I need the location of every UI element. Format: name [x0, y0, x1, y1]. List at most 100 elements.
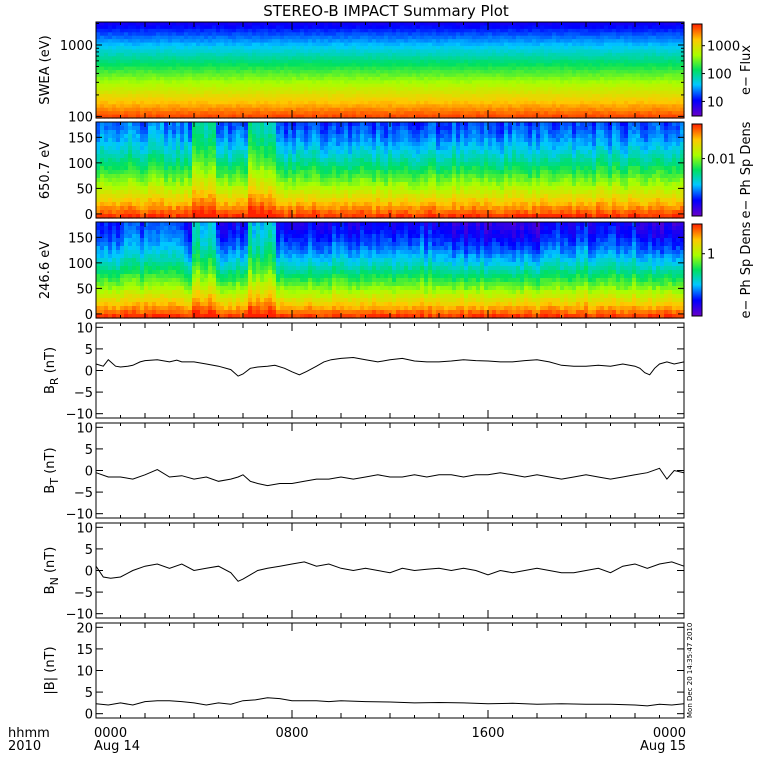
spectrogram-cell	[416, 70, 421, 75]
spectrogram-cell	[152, 146, 157, 151]
spectrogram-cell	[268, 97, 273, 102]
spectrogram-cell	[396, 87, 401, 92]
spectrogram-cell	[220, 114, 225, 119]
spectrogram-cell	[612, 42, 617, 47]
spectrogram-cell	[192, 158, 197, 163]
spectrogram-cell	[192, 25, 197, 30]
spectrogram-cell	[580, 100, 585, 105]
spectrogram-cell	[372, 59, 377, 64]
spectrogram-cell	[376, 83, 381, 88]
spectrogram-cell	[348, 28, 353, 33]
spectrogram-cell	[224, 134, 229, 139]
spectrogram-cell	[548, 56, 553, 61]
spectrogram-cell	[632, 66, 637, 71]
spectrogram-cell	[680, 59, 685, 64]
spectrogram-cell	[548, 28, 553, 33]
spectrogram-cell	[200, 32, 205, 37]
spectrogram-cell	[148, 28, 153, 33]
spectrogram-cell	[176, 56, 181, 61]
spectrogram-cell	[464, 107, 469, 112]
spectrogram-cell	[232, 90, 237, 95]
spectrogram-cell	[304, 39, 309, 44]
spectrogram-cell	[372, 70, 377, 75]
spectrogram-cell	[388, 59, 393, 64]
spectrogram-cell	[232, 87, 237, 92]
spectrogram-cell	[416, 87, 421, 92]
spectrogram-cell	[140, 52, 145, 57]
spectrogram-cell	[448, 52, 453, 57]
spectrogram-cell	[104, 170, 109, 175]
spectrogram-cell	[512, 66, 517, 71]
spectrogram-cell	[232, 202, 237, 207]
spectrogram-cell	[268, 46, 273, 51]
spectrogram-cell	[476, 111, 481, 116]
spectrogram-cell	[140, 100, 145, 105]
spectrogram-cell	[356, 52, 361, 57]
spectrogram-cell	[360, 83, 365, 88]
spectrogram-cell	[236, 80, 241, 85]
spectrogram-cell	[132, 32, 137, 37]
spectrogram-cell	[544, 32, 549, 37]
spectrogram-cell	[212, 97, 217, 102]
spectrogram-cell	[536, 87, 541, 92]
spectrogram-cell	[620, 87, 625, 92]
spectrogram-cell	[156, 206, 161, 211]
spectrogram-cell	[580, 97, 585, 102]
spectrogram-cell	[460, 52, 465, 57]
spectrogram-cell	[344, 32, 349, 37]
spectrogram-cell	[212, 107, 217, 112]
spectrogram-cell	[148, 122, 153, 127]
spectrogram-cell	[460, 25, 465, 30]
spectrogram-cell	[536, 80, 541, 85]
spectrogram-cell	[252, 83, 257, 88]
spectrogram-cell	[348, 56, 353, 61]
spectrogram-cell	[628, 114, 633, 119]
spectrogram-cell	[288, 70, 293, 75]
spectrogram-cell	[488, 28, 493, 33]
spectrogram-cell	[292, 87, 297, 92]
spectrogram-cell	[180, 25, 185, 30]
spectrogram-cell	[468, 42, 473, 47]
spectrogram-cell	[640, 83, 645, 88]
spectrogram-cell	[392, 104, 397, 109]
spectrogram-cell	[216, 206, 221, 211]
spectrogram-cell	[296, 100, 301, 105]
spectrogram-cell	[448, 83, 453, 88]
spectrogram-cell	[588, 66, 593, 71]
spectrogram-cell	[408, 28, 413, 33]
spectrogram-cell	[276, 73, 281, 78]
spectrogram-cell	[236, 22, 241, 27]
spectrogram-cell	[344, 70, 349, 75]
spectrogram-cell	[204, 138, 209, 143]
spectrogram-cell	[128, 182, 133, 187]
spectrogram-cell	[664, 114, 669, 119]
spectrogram-cell	[260, 107, 265, 112]
spectrogram-cell	[220, 190, 225, 195]
spectrogram-cell	[296, 46, 301, 51]
spectrogram-cell	[196, 76, 201, 81]
spectrogram-cell	[212, 186, 217, 191]
spectrogram-cell	[208, 94, 213, 99]
spectrogram-cell	[140, 146, 145, 151]
spectrogram-cell	[624, 42, 629, 47]
spectrogram-cell	[304, 114, 309, 119]
spectrogram-cell	[100, 170, 105, 175]
spectrogram-cell	[272, 107, 277, 112]
spectrogram-cell	[152, 206, 157, 211]
spectrogram-cell	[160, 154, 165, 159]
spectrogram-cell	[288, 42, 293, 47]
spectrogram-cell	[228, 206, 233, 211]
spectrogram-cell	[156, 73, 161, 78]
spectrogram-cell	[316, 63, 321, 68]
spectrogram-cell	[352, 76, 357, 81]
spectrogram-cell	[124, 90, 129, 95]
spectrogram-cell	[124, 111, 129, 116]
spectrogram-cell	[564, 97, 569, 102]
spectrogram-cell	[240, 22, 245, 27]
spectrogram-cell	[424, 114, 429, 119]
spectrogram-cell	[160, 198, 165, 203]
spectrogram-cell	[484, 94, 489, 99]
spectrogram-cell	[264, 94, 269, 99]
spectrogram-cell	[372, 63, 377, 68]
spectrogram-cell	[560, 46, 565, 51]
